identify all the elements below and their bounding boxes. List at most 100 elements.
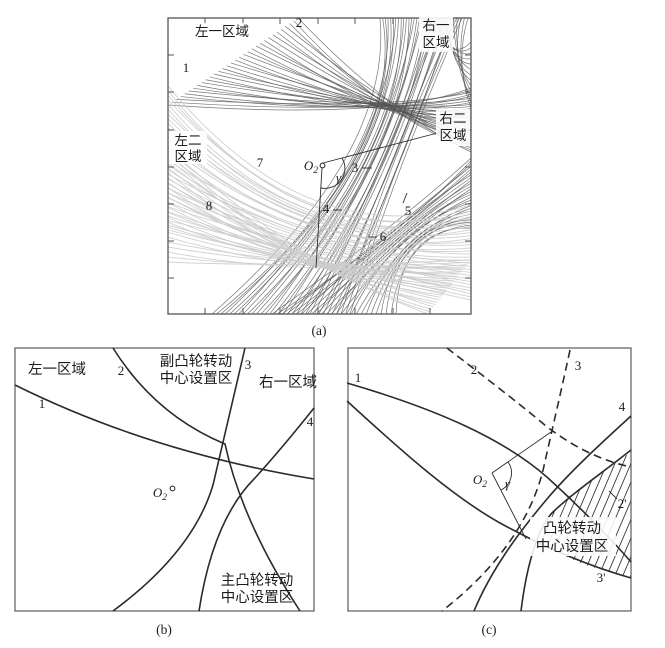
panel-a-frame <box>167 17 472 315</box>
envelope-curve <box>168 173 471 264</box>
region-label-left-two-2: 区域 <box>175 149 202 164</box>
envelope-curve <box>168 159 471 255</box>
label-backing <box>419 17 453 52</box>
region-label-right-one-2: 区域 <box>423 35 450 50</box>
envelope-curve <box>336 194 471 314</box>
envelope-band-layer <box>168 18 471 314</box>
label-backing <box>530 517 616 556</box>
envelope-curve <box>311 180 471 314</box>
curve-label-3-prime: 3' <box>597 570 606 585</box>
envelope-curve <box>370 213 471 314</box>
curve-2-dashed <box>446 347 632 468</box>
envelope-curve <box>461 18 471 109</box>
envelope-curve <box>168 87 471 111</box>
envelope-curve <box>168 162 434 308</box>
label-backing <box>436 109 470 146</box>
envelope-curve <box>168 147 429 314</box>
envelope-curve <box>331 191 471 314</box>
hatch-line <box>629 452 631 578</box>
envelope-curve <box>336 18 455 314</box>
curve-label-4: 4 <box>619 399 626 414</box>
envelope-curve <box>351 202 471 314</box>
envelope-curve <box>286 166 471 314</box>
region-label-left-one: 左一区域 <box>28 361 86 378</box>
envelope-curve <box>168 172 438 303</box>
envelope-curve <box>168 192 471 276</box>
region-label-left-one: 左一区域 <box>195 24 249 39</box>
envelope-curve <box>211 18 382 314</box>
envelope-curve <box>168 256 470 267</box>
envelope-curve <box>300 18 434 314</box>
curve-4 <box>473 415 632 612</box>
gamma-label: γ <box>336 170 342 185</box>
curve-label-4: 4 <box>307 414 314 429</box>
center-point-label: O2 <box>153 485 167 503</box>
curve-2-prime <box>520 449 632 612</box>
caption-c: (c) <box>482 622 497 637</box>
curve-label-2: 2 <box>296 15 303 30</box>
envelope-curve <box>356 205 471 314</box>
envelope-curve <box>456 18 471 92</box>
curve-label-8: 8 <box>206 198 213 213</box>
hatch-line <box>581 452 631 578</box>
panel-b-frame <box>14 347 315 612</box>
envelope-curve <box>269 18 415 314</box>
curve-3-dashed <box>441 349 571 612</box>
envelope-curve <box>225 18 389 314</box>
region-label-right-one: 右一区域 <box>259 374 317 391</box>
envelope-curve <box>296 18 431 314</box>
center-point-marker <box>169 485 176 492</box>
curve-label-1: 1 <box>39 396 46 411</box>
envelope-curve <box>282 18 423 314</box>
envelope-curve <box>229 18 392 314</box>
panel-c: 凸轮转动 中心设置区 1 2 3 4 2' 3' O2 γ (c) <box>346 347 665 637</box>
gamma-angle-arc <box>500 461 512 491</box>
hatch-line <box>638 440 665 615</box>
hatch-line <box>621 452 631 578</box>
envelope-curve <box>238 18 397 314</box>
envelope-curve <box>216 18 386 314</box>
caption-b: (b) <box>156 622 172 637</box>
leader-line-upper <box>322 130 446 164</box>
envelope-curve <box>251 18 405 314</box>
curve-label-1: 1 <box>183 60 190 75</box>
envelope-curve <box>168 226 458 277</box>
region-label-right-one: 右一 <box>423 18 450 33</box>
envelope-curve <box>172 89 471 108</box>
envelope-curve <box>278 18 421 314</box>
region-label-right-two: 右二 <box>440 111 467 126</box>
envelope-curve <box>309 18 439 314</box>
envelope-curve <box>168 150 471 251</box>
region-label-left-two: 左二 <box>175 133 202 148</box>
envelope-curve <box>321 185 471 314</box>
envelope-curve <box>256 18 407 314</box>
envelope-curve <box>168 202 449 289</box>
curve-label-3: 3 <box>245 357 252 372</box>
envelope-curve <box>168 178 471 267</box>
curve-label-2-prime: 2' <box>618 496 627 511</box>
curve-label-4: 4 <box>323 201 330 216</box>
gamma-angle-arc <box>320 157 346 189</box>
envelope-curve <box>242 18 399 314</box>
leader-line-lower <box>315 167 323 269</box>
curve-4 <box>198 407 315 612</box>
curve-label-1: 1 <box>355 370 362 385</box>
envelope-curve <box>168 85 471 217</box>
label-2-prime-tick <box>608 490 618 500</box>
region-label-main-cam: 主凸轮转动 <box>221 572 294 589</box>
panel-c-frame <box>347 347 632 612</box>
envelope-curve <box>168 146 471 246</box>
region-label-sub-cam: 副凸轮转动 <box>160 353 233 370</box>
envelope-curve <box>168 259 471 265</box>
panel-b: 左一区域 副凸轮转动 中心设置区 右一区域 主凸轮转动 中心设置区 1 2 3 … <box>14 347 317 637</box>
label-5-tick <box>402 192 408 204</box>
envelope-curve <box>193 87 471 107</box>
center-point-label: O2 <box>304 158 318 176</box>
envelope-curve <box>168 207 451 287</box>
center-point-label: O2 <box>473 472 487 490</box>
envelope-curve <box>176 91 471 105</box>
caption-a: (a) <box>312 323 327 338</box>
curve-3-prime <box>346 400 632 579</box>
envelope-curve <box>274 18 418 314</box>
